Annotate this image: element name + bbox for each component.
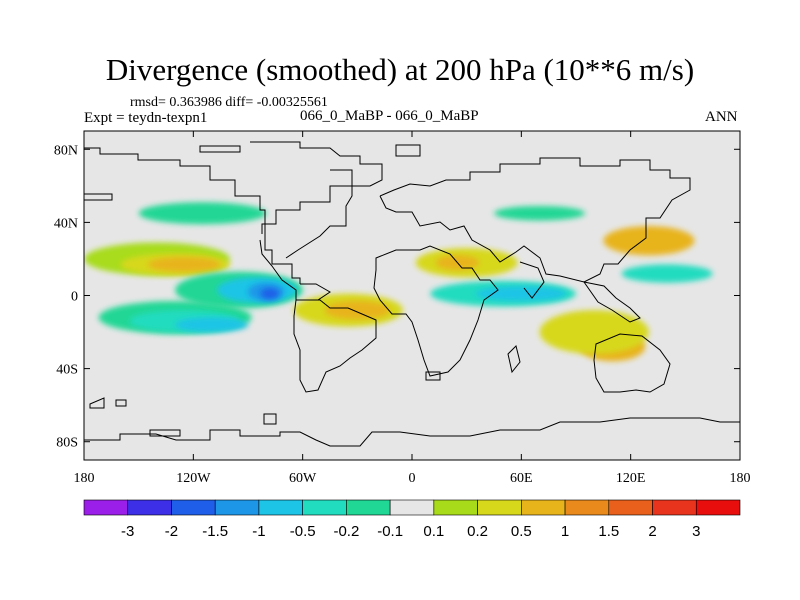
colorbar-label: -1 [252, 523, 265, 540]
stats-label: rmsd= 0.363986 diff= -0.00325561 [130, 95, 328, 110]
x-tick-label: 60W [289, 471, 317, 486]
colorbar-swatch-8 [433, 499, 478, 516]
coastline-madagascar [425, 345, 521, 381]
coastline-south-america [293, 299, 377, 393]
expt-label: Expt = teydn-texpn1 [84, 110, 208, 126]
colorbar-swatch-9 [477, 499, 522, 516]
axis-ticks [83, 131, 741, 460]
y-axis-labels: 80N 40N 0 40S 80S [54, 143, 78, 450]
coastlines [84, 141, 740, 447]
field-contour-9 [260, 288, 279, 300]
y-tick-label: 0 [71, 290, 78, 305]
field-contour-17 [539, 310, 649, 354]
colorbar-swatch-0 [83, 499, 129, 516]
divergence-field [84, 202, 713, 362]
field-contour-2 [147, 257, 221, 272]
chart-title: Divergence (smoothed) at 200 hPa (10**6 … [105, 52, 695, 87]
colorbar-label: 0.5 [511, 523, 532, 540]
colorbar-label: -0.5 [290, 523, 316, 540]
coastline-antarctica [84, 397, 740, 447]
colorbar-swatch-1 [127, 499, 172, 516]
colorbar-swatch-4 [258, 499, 303, 516]
colorbar-label: -0.2 [333, 523, 359, 540]
colorbar-label: 2 [648, 523, 656, 540]
colorbar-swatch-10 [521, 499, 566, 516]
coastline-eurasia [379, 157, 691, 283]
x-tick-label: 60E [510, 471, 533, 486]
x-tick-label: 120W [176, 471, 211, 486]
colorbar-label: 0.2 [467, 523, 488, 540]
field-contour-21 [621, 264, 713, 283]
colorbar-label: -3 [121, 523, 134, 540]
x-tick-label: 180 [730, 471, 751, 486]
field-contour-15 [475, 286, 567, 301]
colorbar [83, 499, 741, 516]
colorbar-swatch-13 [652, 499, 697, 516]
x-tick-label: 120E [616, 471, 646, 486]
season-label: ANN [705, 109, 738, 125]
x-tick-label: 180 [74, 471, 95, 486]
y-tick-label: 40N [54, 216, 78, 231]
coastline-north-america [84, 147, 353, 301]
coastline-greenland-arctic [199, 141, 421, 187]
x-axis-labels: 180 120W 60W 0 60E 120E 180 [74, 471, 751, 486]
colorbar-label: 1 [561, 523, 569, 540]
y-tick-label: 80N [54, 143, 78, 158]
coastline-india-seasia [519, 261, 641, 323]
colorbar-swatch-14 [695, 499, 741, 516]
colorbar-label: 3 [692, 523, 700, 540]
colorbar-swatch-7 [389, 499, 435, 516]
colorbar-swatch-3 [214, 499, 260, 516]
colorbar-swatch-6 [346, 499, 391, 516]
colorbar-swatch-12 [608, 499, 653, 516]
field-contour-18 [138, 202, 267, 225]
colorbar-label: 1.5 [598, 523, 619, 540]
y-tick-label: 80S [56, 436, 78, 451]
colorbar-swatch-5 [302, 499, 347, 516]
colorbar-swatch-11 [564, 499, 610, 516]
colorbar-labels: -3 -2 -1.5 -1 -0.5 -0.2 -0.1 0.1 0.2 0.5 1 1.5 2 3 [121, 523, 700, 540]
colorbar-label: 0.1 [423, 523, 444, 540]
field-contour-20 [603, 226, 695, 256]
colorbar-label: -1.5 [202, 523, 228, 540]
field-contour-19 [494, 205, 586, 221]
colorbar-swatch-2 [171, 499, 216, 516]
coastline-africa [373, 245, 499, 377]
colorbar-label: -0.1 [377, 523, 403, 540]
field-contour-5 [175, 317, 248, 333]
colorbar-label: -2 [165, 523, 178, 540]
field-contour-11 [324, 300, 391, 320]
y-tick-label: 40S [56, 363, 78, 378]
coastline-australia [593, 333, 671, 393]
case-label: 066_0_MaBP - 066_0_MaBP [300, 108, 479, 124]
x-tick-label: 0 [409, 471, 416, 486]
